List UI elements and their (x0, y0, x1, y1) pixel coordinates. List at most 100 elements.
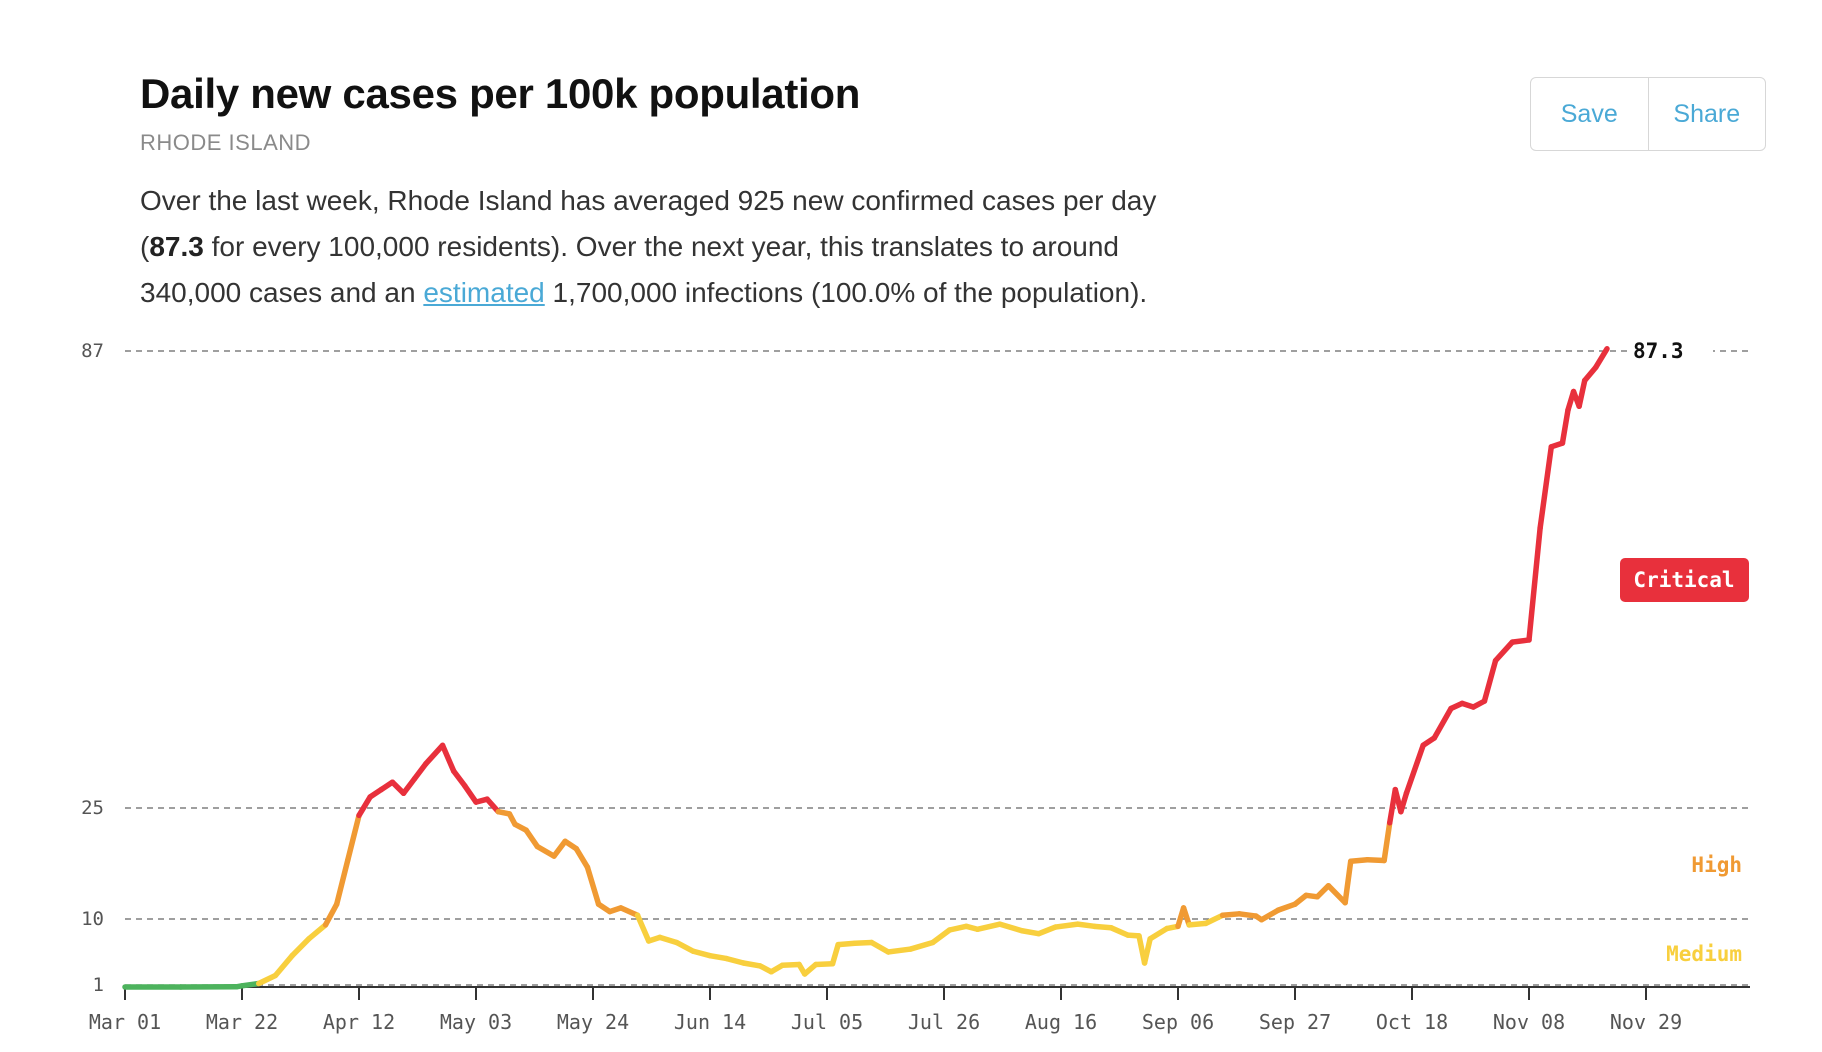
y-axis-ticks: 1 10 25 87 (81, 340, 104, 996)
line-segment (1492, 639, 1516, 664)
line-segment (907, 939, 936, 952)
high-label: High (1691, 853, 1742, 877)
summary-part-2: for every 100,000 residents). Over the n… (140, 231, 1119, 308)
line-segment (996, 921, 1025, 934)
line-segment (1509, 637, 1532, 645)
line-segment (634, 912, 652, 944)
line-segment (1347, 857, 1371, 865)
summary-text: Over the last week, Rhode Island has ave… (140, 178, 1200, 316)
line-segment (411, 761, 429, 782)
medium-label: Medium (1666, 942, 1742, 966)
line-segment (322, 901, 340, 928)
line-segment (255, 972, 279, 987)
x-tick-label: Mar 22 (206, 1010, 278, 1034)
line-segment (930, 927, 953, 946)
x-tick-label: Jun 14 (674, 1010, 746, 1034)
line-segment (534, 843, 557, 859)
line-segment (1035, 924, 1059, 937)
line-segment (439, 742, 457, 774)
summary-part-3: 1,700,000 infections (100.0% of the popu… (544, 277, 1148, 308)
x-axis: Mar 01 Mar 22 Apr 12 May 03 May 24 Jun 14 Jul … (89, 986, 1750, 1034)
line-segment (1052, 921, 1081, 930)
line-segment (272, 952, 295, 979)
critical-label: Critical (1633, 568, 1734, 592)
line-segment (868, 939, 892, 955)
action-buttons: Save Share (1530, 77, 1766, 151)
line-segment (584, 864, 602, 907)
chart-title: Daily new cases per 100k population (140, 70, 861, 117)
line-segment (1403, 742, 1426, 797)
summary-part-1: Over the last week, Rhode Island has ave… (140, 185, 1157, 262)
threshold-gridlines (125, 350, 1750, 986)
line-segment (1593, 346, 1610, 370)
line-segment (523, 827, 541, 850)
x-tick-label: Sep 06 (1142, 1010, 1214, 1034)
save-button[interactable]: Save (1560, 99, 1618, 128)
x-tick-label: Jul 26 (908, 1010, 980, 1034)
line-segment (813, 960, 836, 968)
line-segment (1559, 407, 1571, 446)
summary-highlight: 87.3 (149, 231, 204, 262)
line-segment (289, 936, 312, 959)
line-segment (1581, 364, 1599, 384)
line-segment (239, 980, 262, 989)
line-segment (484, 796, 502, 815)
last-value-label: 87.3 (1633, 339, 1684, 363)
line-segment (946, 923, 970, 933)
line-segment (1526, 525, 1543, 643)
line-segment (356, 794, 373, 819)
case-line (122, 346, 1610, 990)
line-segment (1141, 936, 1153, 966)
line-segment (1275, 901, 1298, 913)
line-segment (345, 812, 362, 863)
last-value-bg (1627, 337, 1713, 365)
line-segment (573, 845, 591, 870)
x-tick-label: Mar 01 (89, 1010, 161, 1034)
line-segment (1186, 920, 1209, 928)
line-segment (829, 941, 841, 967)
x-tick-label: Oct 18 (1376, 1010, 1448, 1034)
line-segment (1258, 907, 1282, 923)
line-segment (885, 946, 914, 955)
x-tick-label: May 24 (557, 1010, 629, 1034)
line-segment (1236, 911, 1259, 919)
y-tick-label: 25 (81, 797, 104, 819)
line-segment (1219, 911, 1243, 919)
line-segment (835, 940, 858, 948)
line-segment (1019, 927, 1042, 937)
line-segment (306, 922, 329, 942)
line-segment (1091, 923, 1114, 931)
x-tick-label: Jul 05 (791, 1010, 863, 1034)
y-tick-label: 1 (93, 974, 104, 996)
line-segment (1108, 925, 1131, 938)
line-segment (1481, 657, 1499, 704)
line-segment (1576, 377, 1588, 410)
x-tick-label: Nov 29 (1610, 1010, 1682, 1034)
line-segment (673, 939, 697, 955)
line-segment (723, 955, 747, 966)
estimated-link[interactable]: estimated (423, 277, 545, 308)
line-segment (333, 857, 351, 907)
x-tick-label: Aug 16 (1025, 1010, 1097, 1034)
line-segment (707, 952, 730, 962)
line-segment (450, 768, 468, 789)
chart-labels: 87.3 Critical High Medium (1620, 337, 1749, 966)
line-segment (1342, 858, 1354, 906)
line-segment (1381, 820, 1393, 864)
line-segment (423, 742, 446, 767)
x-tick-label: Apr 12 (323, 1010, 395, 1034)
line-segment (1537, 444, 1555, 531)
line-segment (779, 961, 802, 968)
y-tick-label: 87 (81, 340, 104, 362)
line-segment (1398, 790, 1410, 815)
line-segment (400, 775, 418, 797)
share-button[interactable]: Share (1647, 78, 1766, 150)
line-segment (657, 934, 680, 946)
line-segment (1364, 857, 1387, 864)
y-tick-label: 10 (81, 908, 104, 930)
line-segment (1180, 905, 1192, 928)
critical-badge (1620, 558, 1749, 602)
line-segment (551, 838, 568, 859)
line-segment (690, 948, 713, 959)
line-segment (618, 905, 641, 919)
